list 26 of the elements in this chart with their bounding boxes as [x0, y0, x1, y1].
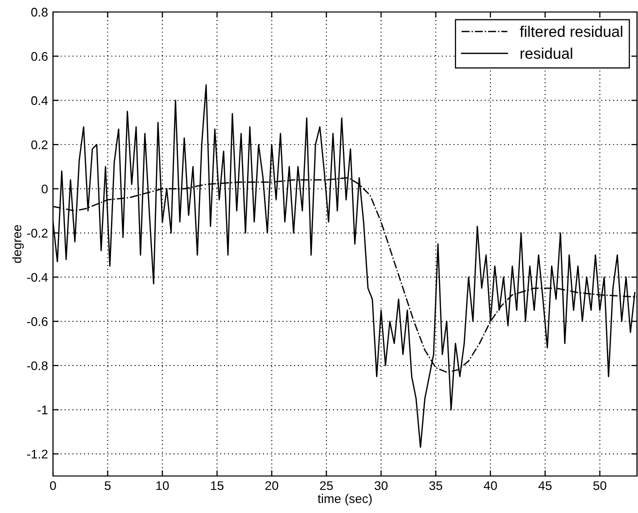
- x-tick-label: 20: [265, 481, 278, 490]
- y-tick-label: 0: [42, 184, 48, 194]
- y-tick-label: -1.2: [27, 450, 48, 458]
- y-tick-label: -0.4: [27, 272, 48, 282]
- x-tick-label: 40: [484, 481, 497, 490]
- x-tick-label: 15: [211, 481, 224, 490]
- x-tick-label: 5: [104, 481, 111, 490]
- y-tick-label: -1: [38, 406, 48, 414]
- x-tick-label: 0: [50, 481, 56, 490]
- y-tick-label: -0.6: [27, 317, 48, 326]
- y-tick-label: 0.2: [31, 140, 48, 150]
- y-tick-label: 0.6: [31, 52, 48, 61]
- y-tick-label: -0.2: [27, 228, 48, 238]
- x-tick-label: 45: [538, 481, 552, 490]
- y-tick-label: -0.8: [27, 361, 48, 370]
- x-tick-label: 30: [374, 481, 388, 490]
- x-tick-label: 10: [156, 481, 169, 490]
- legend-label: filtered residual: [520, 26, 622, 37]
- y-tick-label: 0.4: [31, 96, 48, 106]
- y-tick-label: 0.8: [31, 8, 48, 17]
- x-tick-label: 35: [429, 481, 442, 490]
- x-axis-title: time (sec): [318, 494, 372, 506]
- legend-label: residual: [520, 48, 572, 59]
- x-tick-label: 25: [320, 481, 333, 490]
- y-axis-title: degree: [12, 225, 24, 263]
- x-tick-label: 50: [593, 481, 606, 490]
